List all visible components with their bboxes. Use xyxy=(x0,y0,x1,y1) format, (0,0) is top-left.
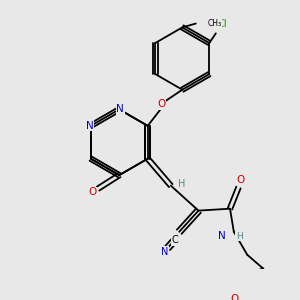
Text: O: O xyxy=(88,188,96,197)
Text: C: C xyxy=(171,235,178,245)
Text: O: O xyxy=(157,99,165,109)
Text: O: O xyxy=(236,175,244,185)
Text: H: H xyxy=(236,232,242,241)
Text: N: N xyxy=(161,247,168,257)
Text: N: N xyxy=(218,231,226,242)
Text: N: N xyxy=(116,104,124,114)
Text: O: O xyxy=(231,294,239,300)
Text: H: H xyxy=(178,179,185,189)
Text: Cl: Cl xyxy=(216,19,227,29)
Text: N: N xyxy=(86,121,94,131)
Text: CH₃: CH₃ xyxy=(207,19,221,28)
